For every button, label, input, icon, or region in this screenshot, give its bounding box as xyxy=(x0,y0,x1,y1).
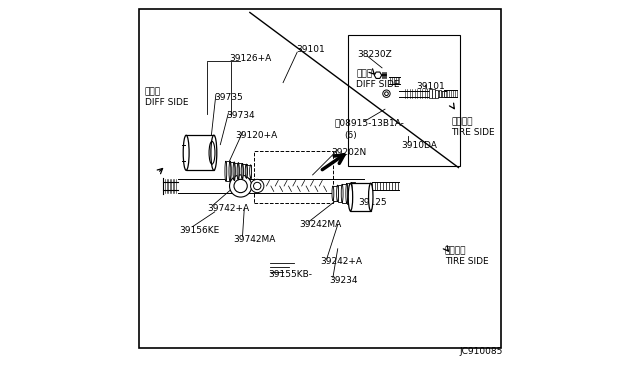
Text: (6): (6) xyxy=(344,131,356,140)
Text: 39734: 39734 xyxy=(226,111,255,121)
Polygon shape xyxy=(374,72,381,78)
Bar xyxy=(342,184,346,203)
Text: 39120+A: 39120+A xyxy=(235,131,277,140)
Ellipse shape xyxy=(241,164,243,179)
Circle shape xyxy=(383,90,390,97)
Bar xyxy=(438,90,441,97)
Circle shape xyxy=(385,92,388,96)
Text: 39742MA: 39742MA xyxy=(233,235,276,244)
Ellipse shape xyxy=(237,163,239,179)
Bar xyxy=(230,162,234,181)
Ellipse shape xyxy=(183,135,189,170)
Circle shape xyxy=(251,179,264,193)
Text: 39242+A: 39242+A xyxy=(320,257,362,266)
Text: 39126+A: 39126+A xyxy=(230,54,272,63)
Text: 39234: 39234 xyxy=(329,276,358,285)
Circle shape xyxy=(253,182,261,190)
Bar xyxy=(226,161,230,182)
Circle shape xyxy=(230,175,252,197)
Text: 38230Z: 38230Z xyxy=(357,51,392,60)
Text: JC910085: JC910085 xyxy=(460,347,503,356)
Bar xyxy=(442,90,444,97)
Ellipse shape xyxy=(245,165,247,178)
Text: ⓜ08915-13B1A-: ⓜ08915-13B1A- xyxy=(334,119,404,128)
Bar xyxy=(234,163,239,180)
Text: 3910DA: 3910DA xyxy=(401,141,437,150)
Text: デフ側
DIFF SIDE: デフ側 DIFF SIDE xyxy=(145,88,188,107)
Ellipse shape xyxy=(229,162,231,181)
Text: 39742+A: 39742+A xyxy=(207,203,250,213)
Ellipse shape xyxy=(346,183,348,203)
Bar xyxy=(351,182,355,205)
Ellipse shape xyxy=(234,162,236,181)
Bar xyxy=(337,185,342,202)
Text: 39242MA: 39242MA xyxy=(300,220,342,229)
Ellipse shape xyxy=(225,161,227,182)
Ellipse shape xyxy=(332,186,334,201)
Text: デフ側
DIFF SIDE: デフ側 DIFF SIDE xyxy=(356,69,400,89)
Bar xyxy=(351,183,371,211)
Ellipse shape xyxy=(369,183,373,211)
Text: タイヤ側
TIRE SIDE: タイヤ側 TIRE SIDE xyxy=(451,117,495,137)
Ellipse shape xyxy=(237,163,239,180)
Text: 39101: 39101 xyxy=(296,45,324,54)
Bar xyxy=(333,186,337,201)
Text: 39101: 39101 xyxy=(416,82,445,91)
Bar xyxy=(242,164,246,179)
Bar xyxy=(435,90,438,97)
Text: 39735: 39735 xyxy=(215,93,244,102)
Text: 39125: 39125 xyxy=(359,198,387,207)
Ellipse shape xyxy=(233,163,235,180)
Bar xyxy=(348,35,460,166)
Text: 39155KB-: 39155KB- xyxy=(268,270,312,279)
Bar xyxy=(186,135,214,170)
Ellipse shape xyxy=(246,164,248,179)
Bar xyxy=(246,165,251,178)
Ellipse shape xyxy=(337,185,339,202)
Ellipse shape xyxy=(341,184,343,203)
Ellipse shape xyxy=(241,163,243,179)
Text: タイヤ側
TIRE SIDE: タイヤ側 TIRE SIDE xyxy=(445,247,488,266)
Ellipse shape xyxy=(229,161,231,182)
Text: 39202N: 39202N xyxy=(331,148,366,157)
Bar xyxy=(347,183,351,203)
Ellipse shape xyxy=(351,182,352,205)
Ellipse shape xyxy=(348,183,353,211)
Text: 39156KE: 39156KE xyxy=(179,226,220,235)
Bar xyxy=(253,151,333,203)
Bar xyxy=(429,89,431,98)
Circle shape xyxy=(234,179,247,193)
Bar xyxy=(238,163,243,179)
Bar xyxy=(432,89,435,98)
Ellipse shape xyxy=(250,165,252,178)
Ellipse shape xyxy=(211,135,217,170)
